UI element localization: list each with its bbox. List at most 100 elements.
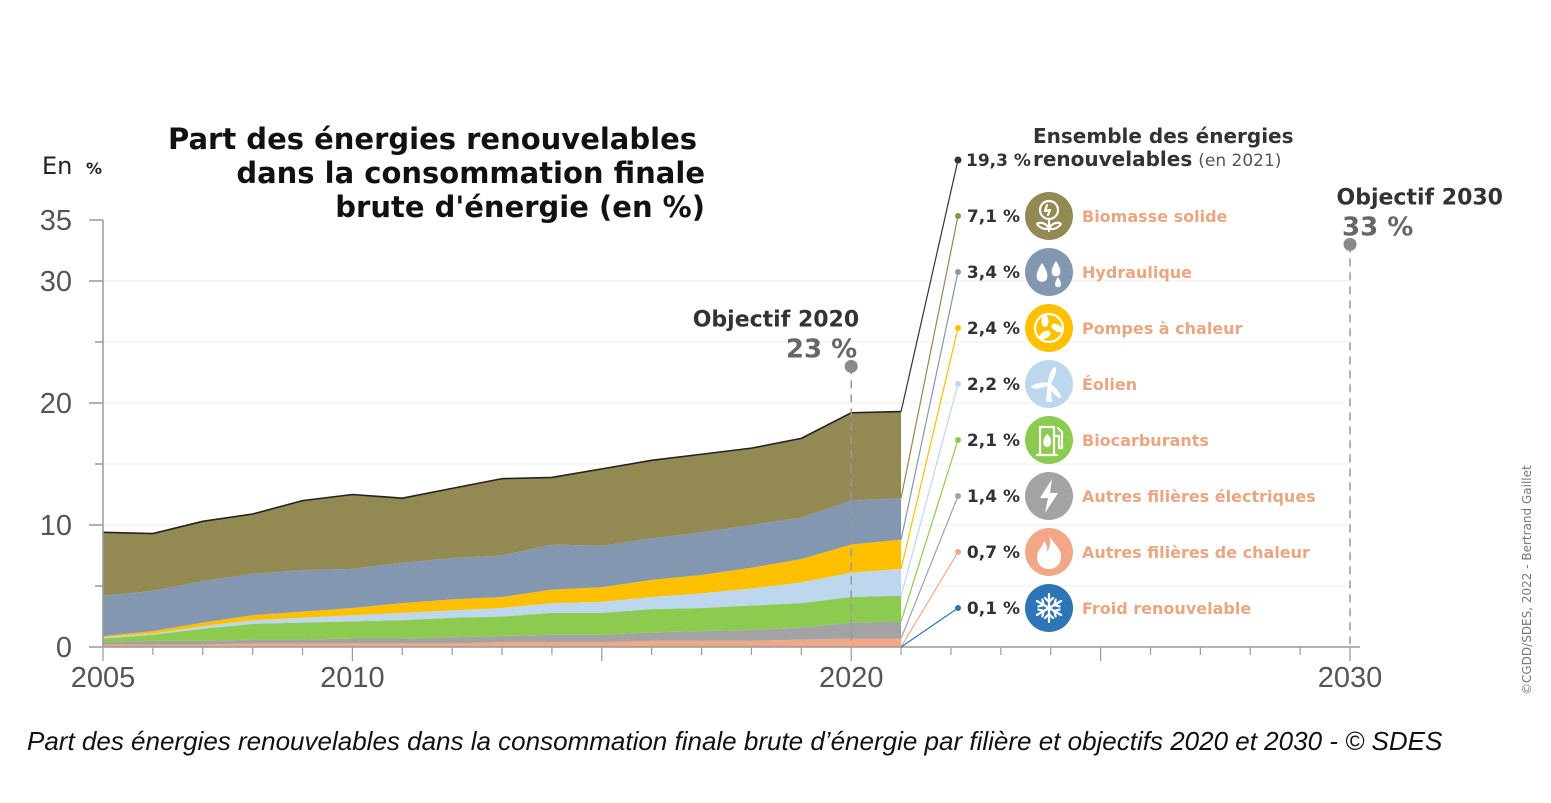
y-tick-label: 0 bbox=[56, 632, 72, 664]
legend-leader-dot bbox=[955, 269, 961, 275]
chart-title-line-1: Part des énergies renouvelables bbox=[168, 122, 697, 156]
area-series-4 bbox=[103, 539, 902, 638]
stacked-areas bbox=[102, 410, 902, 647]
icon-part bbox=[1051, 261, 1061, 277]
area-series-3 bbox=[103, 568, 902, 639]
objective-marker bbox=[1343, 237, 1357, 251]
legend-leader-line bbox=[900, 383, 959, 596]
fuel-pump-icon bbox=[1025, 416, 1073, 464]
y-unit-prefix: En bbox=[42, 152, 72, 180]
fan-icon bbox=[1025, 304, 1073, 352]
snowflake-icon bbox=[1025, 584, 1073, 632]
total-label-line-1: Ensemble des énergies bbox=[1033, 124, 1294, 148]
objective-value: 23 % bbox=[786, 334, 857, 364]
x-tick-label: 2030 bbox=[1318, 662, 1383, 694]
legend-leader-line bbox=[900, 495, 959, 639]
legend-value: 2,2 % bbox=[967, 375, 1020, 395]
total-value: 19,3 % bbox=[966, 151, 1031, 171]
y-tick-label: 10 bbox=[40, 510, 72, 542]
lightning-icon bbox=[1025, 472, 1073, 520]
objective-label: Objectif 2030 bbox=[1337, 185, 1503, 210]
legend-leader-dot bbox=[955, 549, 961, 555]
total-leader-line bbox=[900, 159, 959, 412]
legend-label: Froid renouvelable bbox=[1082, 599, 1251, 618]
legend-value: 2,4 % bbox=[967, 319, 1020, 339]
icon-part bbox=[1039, 330, 1051, 340]
icon-part bbox=[1048, 367, 1057, 385]
legend-value: 0,7 % bbox=[967, 543, 1020, 563]
icon-part bbox=[1035, 598, 1063, 618]
objective-value: 33 % bbox=[1342, 212, 1413, 242]
icon-part bbox=[1055, 277, 1061, 288]
total-leader-dot bbox=[954, 156, 962, 164]
legend-value: 2,1 % bbox=[967, 431, 1020, 451]
icon-part bbox=[1046, 381, 1052, 387]
legend-label: Éolien bbox=[1082, 375, 1137, 394]
legend-leader-dot bbox=[955, 213, 961, 219]
legend-label: Biocarburants bbox=[1082, 431, 1209, 450]
legend-label: Autres filières de chaleur bbox=[1082, 543, 1310, 562]
area-series-1 bbox=[103, 621, 902, 645]
icon-part bbox=[1041, 315, 1049, 328]
legend-leader-line bbox=[900, 551, 959, 648]
x-tick-label: 2005 bbox=[71, 662, 136, 694]
icon-part bbox=[1033, 312, 1065, 344]
credit-text: ©CGDD/SDES, 2022 - Bertrand Gaillet bbox=[1520, 465, 1534, 695]
legend-label: Biomasse solide bbox=[1082, 207, 1228, 226]
y-tick-label: 30 bbox=[40, 266, 72, 298]
legend-leader-dot bbox=[955, 437, 961, 443]
icon-part bbox=[1035, 425, 1059, 457]
icon-part bbox=[1037, 535, 1062, 569]
flame-icon bbox=[1025, 528, 1073, 576]
figure-caption: Part des énergies renouvelables dans la … bbox=[27, 726, 1443, 756]
area-series-6 bbox=[103, 411, 902, 596]
wind-turbine-icon bbox=[1025, 360, 1073, 408]
objective-marker bbox=[844, 359, 858, 373]
legend-value: 3,4 % bbox=[967, 263, 1020, 283]
credit-group: ©CGDD/SDES, 2022 - Bertrand Gaillet bbox=[1520, 465, 1534, 695]
legend-value: 7,1 % bbox=[967, 207, 1020, 227]
legend-leader-dot bbox=[955, 605, 961, 611]
legend-leader-line bbox=[900, 215, 959, 499]
legend-value: 1,4 % bbox=[967, 487, 1020, 507]
legend-value: 0,1 % bbox=[967, 599, 1020, 619]
legend-leader-dot bbox=[955, 493, 961, 499]
legend-leader-dot bbox=[955, 381, 961, 387]
icon-part bbox=[1048, 383, 1061, 398]
icon-part bbox=[1035, 217, 1063, 233]
area-series-5 bbox=[103, 498, 902, 637]
icon-badge bbox=[1025, 192, 1073, 240]
legend-label: Hydraulique bbox=[1082, 263, 1192, 282]
chart-title-line-3: brute d'énergie (en %) bbox=[335, 190, 705, 224]
chart-title-line-2: dans la consommation finale bbox=[236, 156, 705, 190]
x-tick-label: 2020 bbox=[819, 662, 884, 694]
area-series-2 bbox=[103, 595, 902, 643]
y-unit-label: En % bbox=[42, 152, 102, 180]
icon-part bbox=[1031, 382, 1050, 389]
legend-leader-line bbox=[900, 327, 959, 570]
total-outline bbox=[102, 410, 902, 535]
y-tick-label: 20 bbox=[40, 388, 72, 420]
icon-part bbox=[1043, 434, 1052, 447]
icon-part bbox=[1051, 323, 1063, 333]
area-series-0 bbox=[103, 638, 902, 647]
icon-part bbox=[1052, 426, 1064, 450]
icon-part bbox=[1040, 479, 1058, 513]
legend-label: Pompes à chaleur bbox=[1082, 319, 1243, 338]
objective-label: Objectif 2020 bbox=[693, 307, 859, 332]
total-label-note: (en 2021) bbox=[1198, 151, 1281, 171]
flower-icon bbox=[1025, 192, 1073, 240]
legend-leader-dot bbox=[955, 325, 961, 331]
y-tick-label: 35 bbox=[40, 205, 72, 237]
legend-leader-line bbox=[900, 271, 959, 540]
total-label-line-2: renouvelables (en 2021) bbox=[1033, 147, 1281, 171]
icon-part bbox=[1043, 203, 1052, 217]
icon-part bbox=[1036, 263, 1048, 282]
x-tick-label: 2010 bbox=[320, 662, 385, 694]
legend-2021: 19,3 %Ensemble des énergiesrenouvelables… bbox=[900, 124, 1316, 648]
icon-badge bbox=[1025, 248, 1073, 296]
y-unit-symbol: % bbox=[86, 159, 102, 178]
